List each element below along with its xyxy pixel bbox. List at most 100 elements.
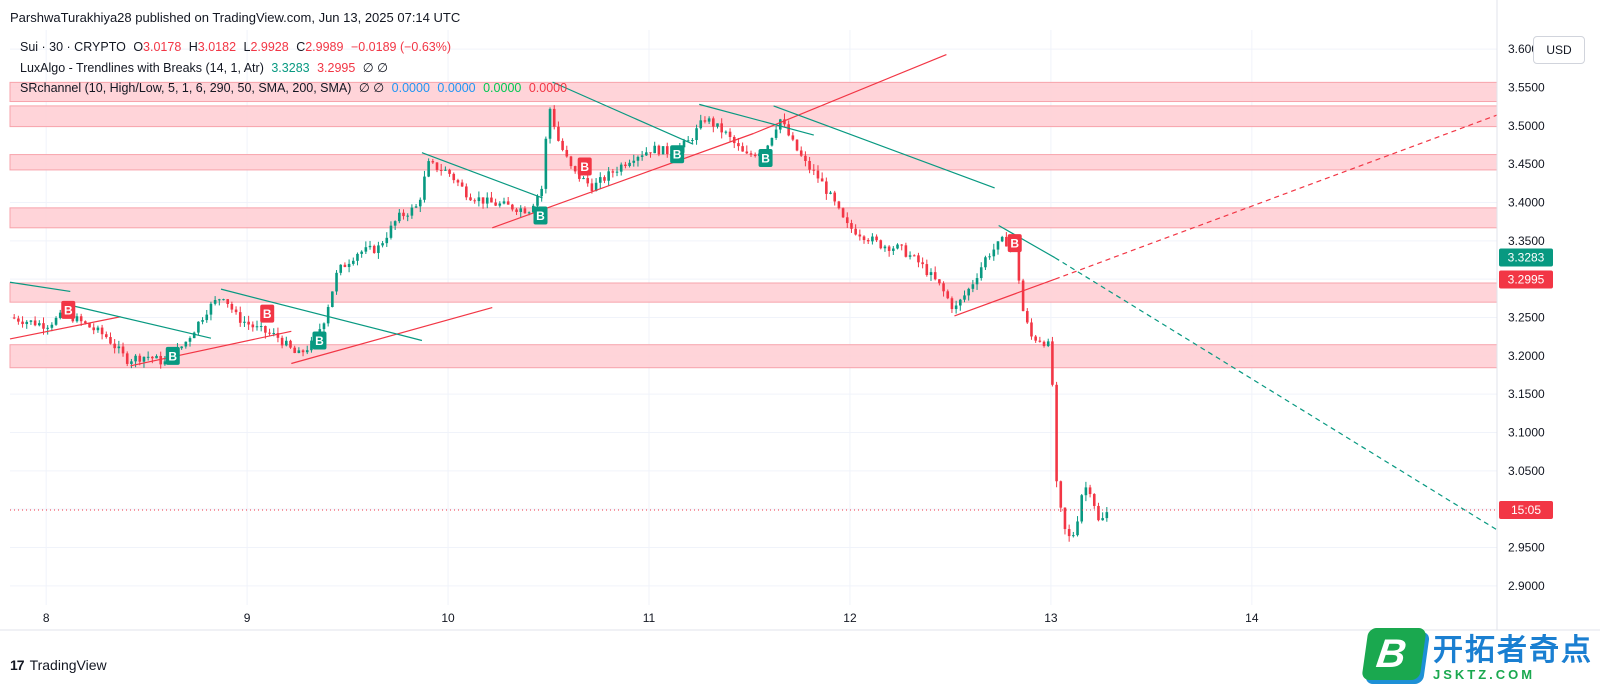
candle-body [833,192,837,202]
indicator1-legend[interactable]: LuxAlgo - Trendlines with Breaks (14, 1,… [20,60,392,75]
symbol-label[interactable]: Sui · 30 · CRYPTO [20,40,126,54]
candle-body [238,312,242,323]
candle-body [100,327,104,335]
tradingview-footer[interactable]: 17 TradingView [10,657,107,673]
candle-body [247,321,250,325]
candle-body [929,272,933,276]
candle-body [963,295,966,300]
candle-body [117,346,121,349]
candle-body [155,355,158,359]
candle-body [603,177,606,181]
break-signal-label: B [1010,237,1019,251]
x-tick-label: 9 [244,611,251,625]
candles [12,105,1109,542]
break-signal-box [165,346,180,365]
y-tick-label: 3.3500 [1508,234,1545,248]
candle-body [1021,280,1025,312]
trendline [998,224,1056,259]
trendline [954,278,1056,317]
candle-body [151,356,154,359]
candle-body [423,176,426,200]
candle-body [996,241,1000,250]
candle-body [205,314,209,321]
y-tick-label: 3.4000 [1508,196,1545,210]
indicator2-value-2: 0.0000 [437,81,476,95]
sr-channel-zones [9,81,1498,369]
candle-body [942,283,945,292]
break-signal-bull: B [758,149,773,168]
candle-body [485,197,489,204]
candle-body [879,240,883,249]
candle-body [774,129,778,138]
candle-body [494,202,497,206]
watermark-logo-letter: B [1373,631,1409,676]
break-signal-bear: B [260,304,275,323]
indicator2-name: SRchannel (10, High/Low, 5, 1, 6, 290, 5… [20,81,352,95]
candle-body [728,131,732,137]
candle-body [615,171,619,173]
candle-body [360,251,363,254]
candle-body [661,146,665,155]
candle-body [1072,535,1075,537]
candle-body [686,140,690,142]
candle-body [862,236,866,241]
candle-body [619,164,623,172]
candle-body [381,243,384,246]
y-tick-label: 3.5500 [1508,81,1545,95]
indicator2-legend[interactable]: SRchannel (10, High/Low, 5, 1, 6, 290, 5… [20,80,571,95]
candle-body [988,256,991,258]
candle-body [598,177,602,183]
candle-body [197,321,200,333]
publish-line: ParshwaTurakhiya28 published on TradingV… [10,10,461,25]
candle-body [268,332,271,334]
candle-body [716,123,719,127]
x-tick-label: 11 [643,611,656,625]
candle-body [954,305,958,310]
candle-body [720,123,723,133]
candle-body [226,299,229,304]
candle-body [933,272,937,280]
candle-body [1063,507,1067,530]
candle-body [50,324,54,328]
candle-body [1051,341,1054,385]
candle-body [712,118,715,127]
candle-body [871,236,874,242]
candle-body [875,236,878,241]
indicator1-name: LuxAlgo - Trendlines with Breaks (14, 1,… [20,61,264,75]
candle-body [335,272,338,292]
currency-button[interactable]: USD [1533,36,1585,64]
candle-body [892,248,895,251]
candle-body [372,245,376,253]
y-tick-label: 2.9500 [1508,541,1545,555]
candle-body [146,356,150,358]
open-label: O [133,40,144,54]
candle-body [770,137,774,146]
candle-body [209,303,213,315]
candle-body [825,181,828,194]
candle-body [812,169,816,171]
sr-zone [9,105,1498,128]
break-signals: B B B B B B B B B [61,145,1022,365]
break-signal-box [577,157,592,176]
candle-body [908,255,912,257]
break-signal-box [670,145,685,164]
candle-body [318,329,322,334]
candle-body [992,249,996,257]
candle-body [724,131,728,133]
candle-body [632,160,636,163]
candle-body [322,323,326,330]
candle-body [364,247,368,252]
candle-body [586,178,590,184]
candle-body [17,318,20,322]
candle-body [979,267,983,279]
candle-body [1000,236,1004,242]
candle-body [820,178,824,182]
change-value: −0.0189 (−0.63%) [350,40,452,54]
candle-body [967,288,970,296]
candle-body [971,284,975,289]
candle-body [490,197,493,203]
candle-body [799,150,803,156]
break-signal-box [1007,234,1022,253]
candle-body [477,197,481,202]
